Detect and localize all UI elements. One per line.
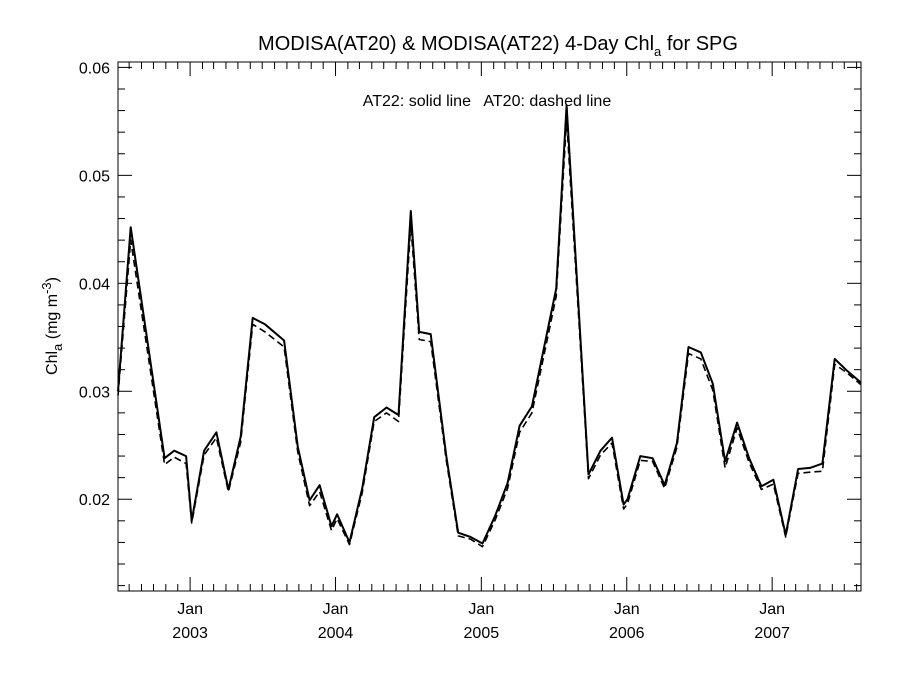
- x-tick-label-month: Jan: [614, 601, 640, 618]
- y-tick-label: 0.04: [79, 276, 110, 293]
- x-tick-label-month: Jan: [468, 601, 494, 618]
- x-tick-label-year: 2006: [609, 625, 645, 642]
- y-axis-label-main: Chl: [44, 351, 61, 375]
- x-tick-label-month: Jan: [323, 601, 349, 618]
- chart-title-subscript: a: [654, 44, 662, 59]
- x-tick-label-year: 2003: [172, 625, 208, 642]
- y-tick-label: 0.03: [79, 384, 110, 401]
- x-axis: Jan 2003 Jan 2004 Jan 2005 Jan 2006 Jan 2007: [128, 62, 858, 642]
- y-tick-label: 0.02: [79, 492, 110, 509]
- chart-title-main: MODISA(AT20) & MODISA(AT22) 4-Day Chl: [258, 33, 654, 55]
- plot-frame: [117, 61, 862, 592]
- y-axis-label: Chla (mg m-3): [39, 277, 65, 375]
- x-tick-label-month: Jan: [759, 601, 785, 618]
- y-axis-label-subscript: a: [50, 343, 65, 351]
- series-line-at22: [117, 104, 862, 545]
- y-axis-label-superscript: -3: [39, 282, 54, 294]
- x-tick-label-month: Jan: [177, 601, 203, 618]
- x-tick-label-year: 2004: [318, 625, 354, 642]
- chart-title-tail: for SPG: [661, 33, 738, 55]
- x-tick-label-year: 2005: [464, 625, 500, 642]
- y-tick-label: 0.06: [79, 60, 110, 77]
- chart-title: MODISA(AT20) & MODISA(AT22) 4-Day Chla f…: [258, 33, 738, 59]
- line-style-annotation: AT22: solid line AT20: dashed line: [363, 93, 612, 110]
- y-axis-label-units: (mg m: [44, 294, 61, 344]
- y-axis-label-close: ): [44, 277, 61, 282]
- y-axis: 0.02 0.03 0.04 0.05 0.06: [79, 60, 861, 587]
- y-tick-label: 0.05: [79, 168, 110, 185]
- x-tick-label-year: 2007: [754, 625, 790, 642]
